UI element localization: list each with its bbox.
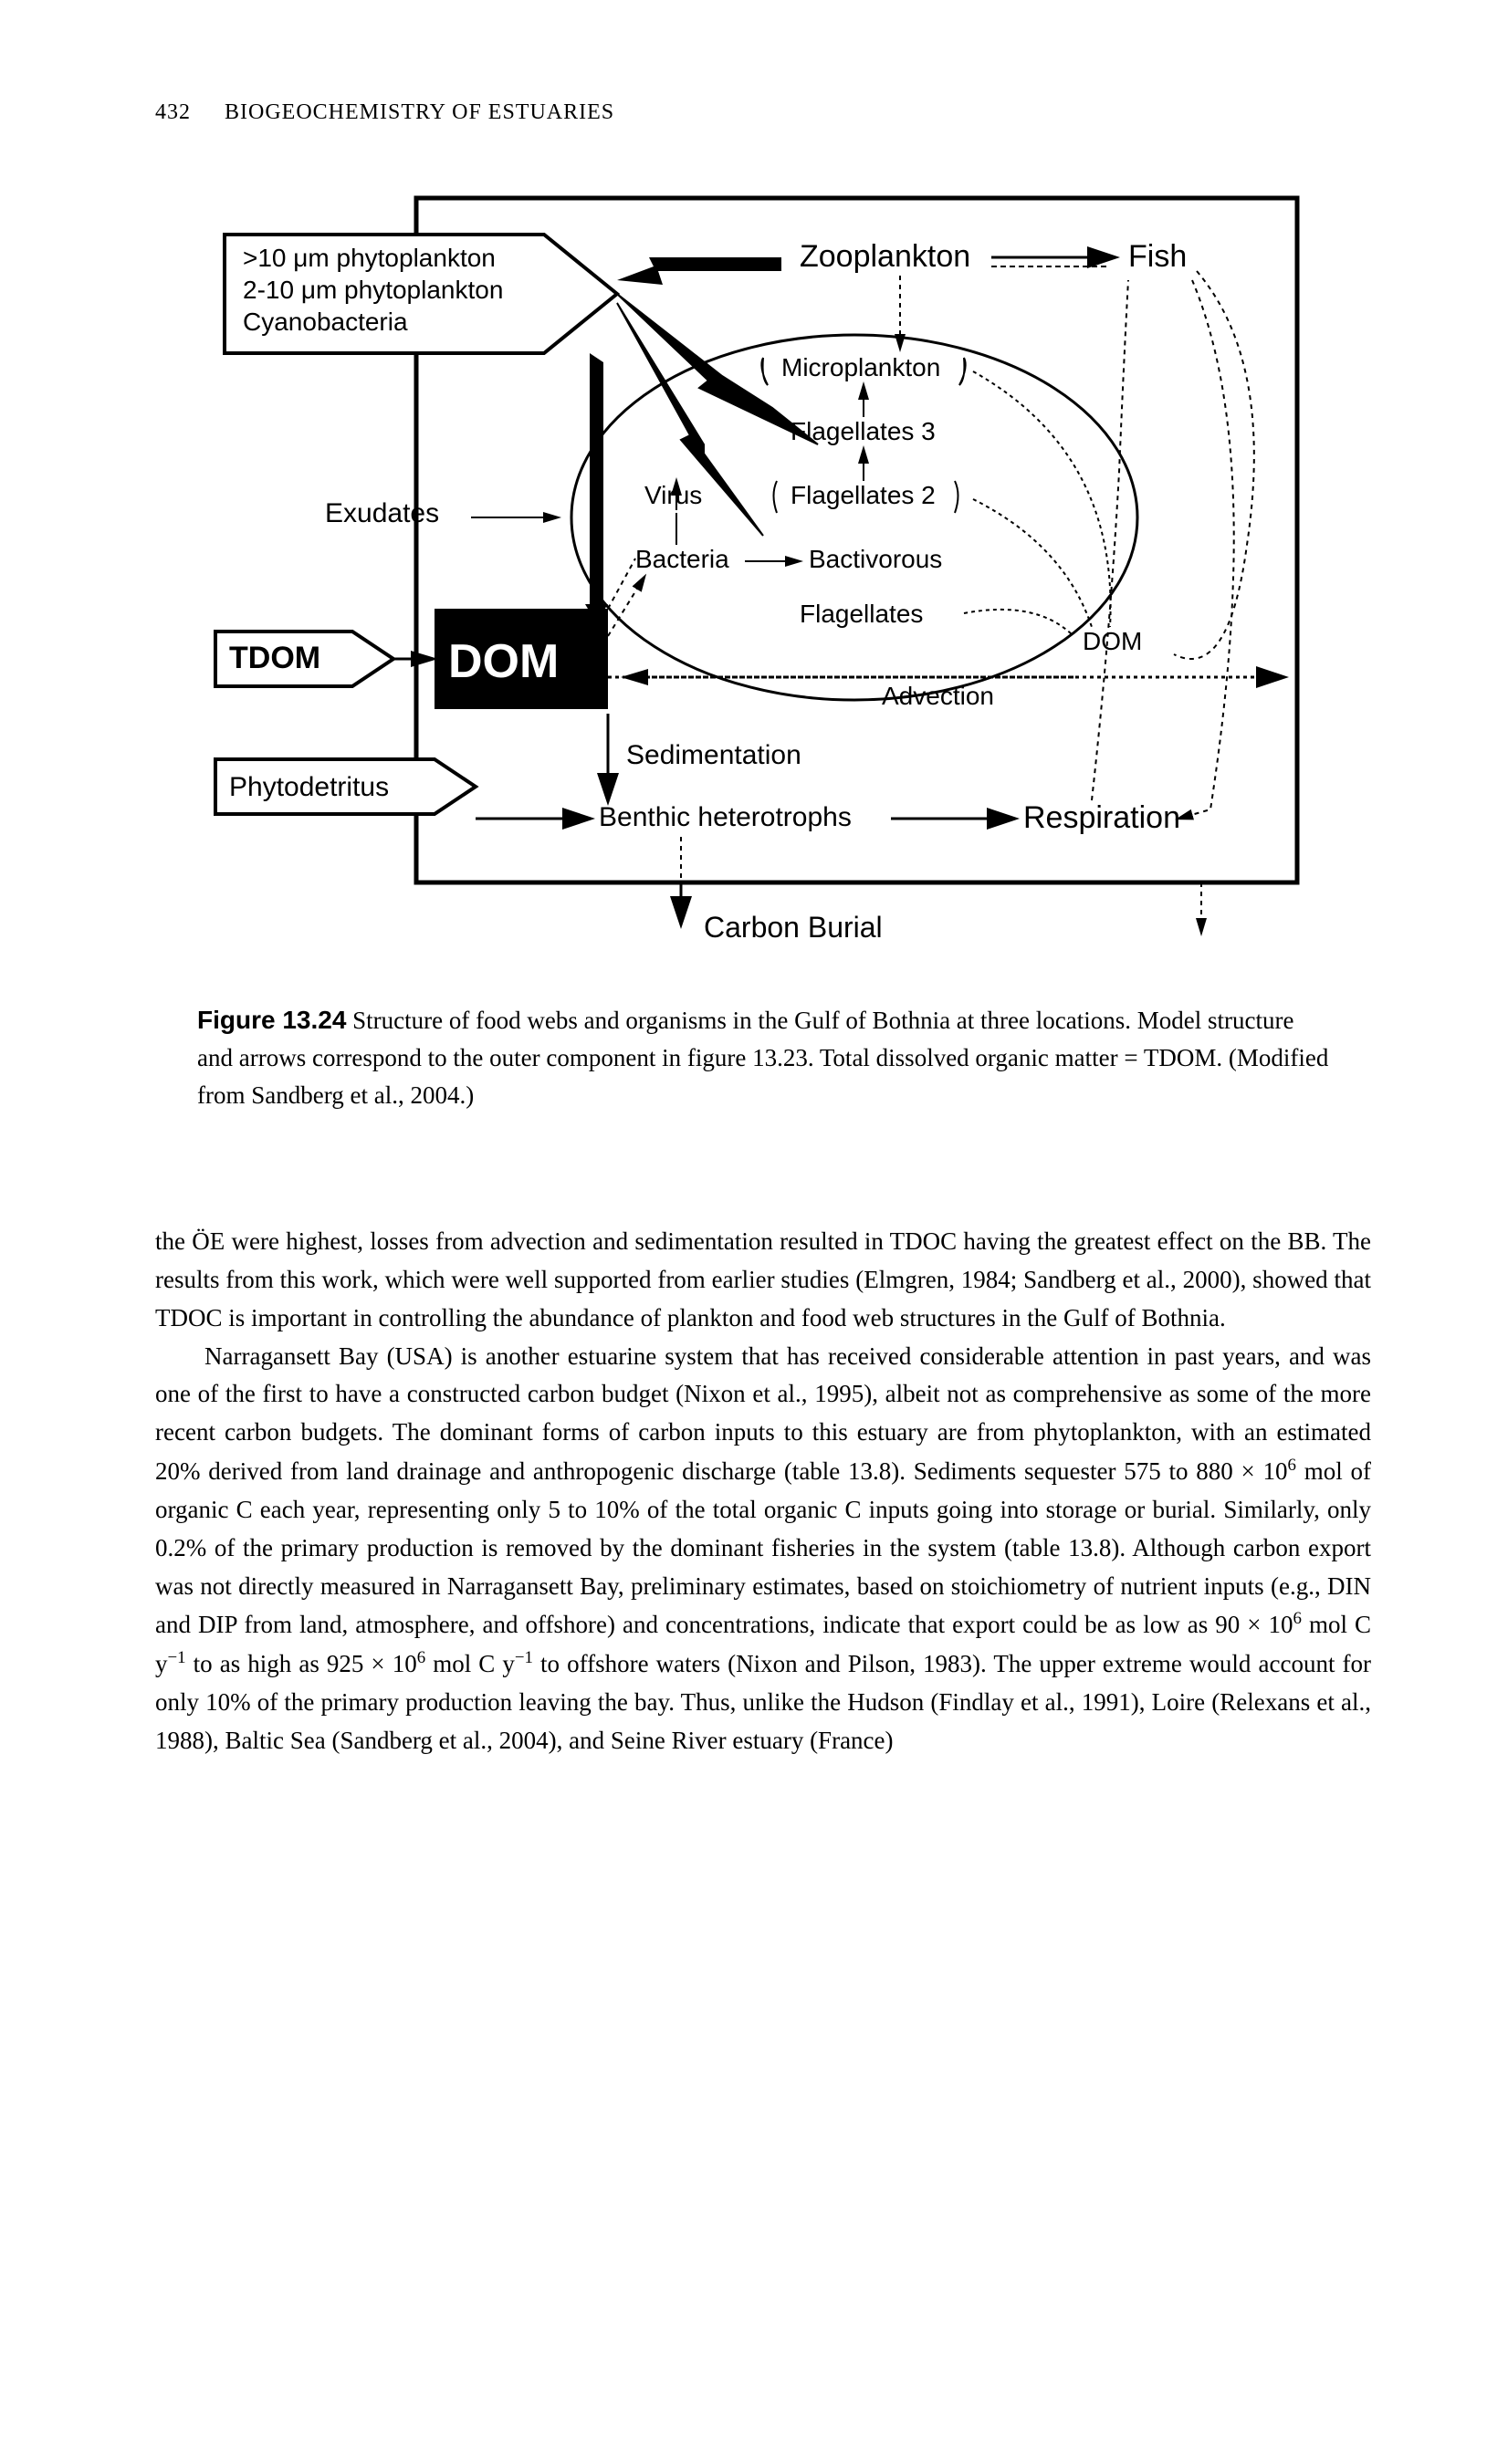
- dom-right-label: DOM: [1083, 627, 1142, 655]
- fish-label: Fish: [1128, 239, 1187, 274]
- paragraph-1: the ÖE were highest, losses from advecti…: [155, 1223, 1371, 1338]
- figure-caption-text: Structure of food webs and organisms in …: [197, 1007, 1328, 1109]
- zooplankton-label: Zooplankton: [800, 239, 970, 274]
- sedimentation-label: Sedimentation: [626, 740, 801, 770]
- flag-dom-dashed: [964, 610, 1073, 636]
- running-head: BIOGEOCHEMISTRY OF ESTUARIES: [225, 100, 614, 125]
- advection-label: Advection: [882, 682, 994, 710]
- paragraph-2: Narragansett Bay (USA) is another estuar…: [155, 1338, 1371, 1760]
- fish-resp-dashed: [1178, 280, 1234, 819]
- resp-up-dashed: [1092, 280, 1128, 800]
- figure-caption: Figure 13.24 Structure of food webs and …: [197, 1001, 1329, 1113]
- body-text: the ÖE were highest, losses from advecti…: [155, 1223, 1371, 1760]
- bactivorous-label: Bactivorous: [809, 545, 942, 573]
- phyto-line3: Cyanobacteria: [243, 308, 408, 336]
- diagram-svg: >10 μm phytoplankton 2-10 μm phytoplankt…: [197, 180, 1329, 983]
- food-web-diagram: >10 μm phytoplankton 2-10 μm phytoplankt…: [197, 180, 1329, 983]
- flagellates-label: Flagellates: [800, 600, 923, 628]
- tdom-label: TDOM: [229, 641, 320, 675]
- figure-13-24: >10 μm phytoplankton 2-10 μm phytoplankt…: [197, 180, 1329, 1113]
- phytodetritus-label: Phytodetritus: [229, 772, 389, 802]
- microbial-loop-ellipse: [571, 335, 1137, 700]
- phyto-line1: >10 μm phytoplankton: [243, 244, 496, 272]
- dom-black-label: DOM: [448, 635, 559, 688]
- microplankton-label: Microplankton: [781, 353, 940, 381]
- exudates-label: Exudates: [325, 498, 439, 528]
- phyto-to-zoo-arrow: [617, 257, 781, 285]
- page-header: 432 BIOGEOCHEMISTRY OF ESTUARIES: [155, 100, 1371, 125]
- figure-label: Figure 13.24: [197, 1006, 346, 1034]
- fish-dom-dashed: [1174, 271, 1254, 659]
- bacteria-label: Bacteria: [635, 545, 729, 573]
- phyto-to-dom-arrow: [590, 353, 603, 609]
- respiration-label: Respiration: [1023, 800, 1180, 835]
- page-number: 432: [155, 100, 191, 125]
- flagellates3-label: Flagellates 3: [791, 417, 936, 445]
- virus-label: Virus: [644, 481, 702, 509]
- flagellates2-label: Flagellates 2: [791, 481, 936, 509]
- benthic-label: Benthic heterotrophs: [599, 802, 852, 832]
- carbon-burial-label: Carbon Burial: [704, 911, 883, 944]
- phyto-line2: 2-10 μm phytoplankton: [243, 276, 503, 304]
